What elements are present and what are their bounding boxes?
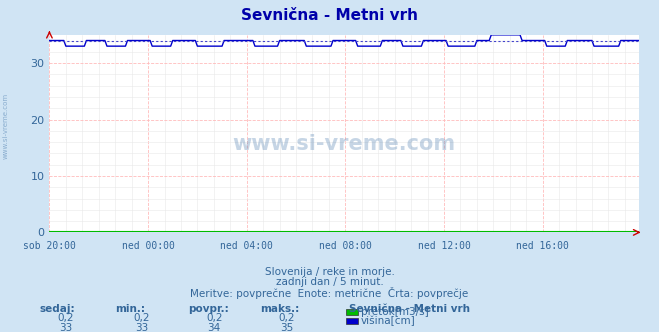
Text: 35: 35: [280, 323, 293, 332]
Text: maks.:: maks.:: [260, 304, 300, 314]
Text: Sevnična - Metni vrh: Sevnična - Metni vrh: [349, 304, 471, 314]
Text: 0,2: 0,2: [206, 313, 223, 323]
Text: sob 20:00: sob 20:00: [23, 241, 76, 251]
Text: 0,2: 0,2: [57, 313, 74, 323]
Text: ned 16:00: ned 16:00: [516, 241, 569, 251]
Text: ned 08:00: ned 08:00: [319, 241, 372, 251]
Text: ned 12:00: ned 12:00: [418, 241, 471, 251]
Text: povpr.:: povpr.:: [188, 304, 229, 314]
Text: 34: 34: [208, 323, 221, 332]
Text: zadnji dan / 5 minut.: zadnji dan / 5 minut.: [275, 277, 384, 287]
Text: 33: 33: [59, 323, 72, 332]
Text: 33: 33: [135, 323, 148, 332]
Text: 0,2: 0,2: [278, 313, 295, 323]
Text: www.si-vreme.com: www.si-vreme.com: [2, 93, 9, 159]
Text: ned 00:00: ned 00:00: [122, 241, 175, 251]
Text: 0,2: 0,2: [133, 313, 150, 323]
Text: Meritve: povprečne  Enote: metrične  Črta: povprečje: Meritve: povprečne Enote: metrične Črta:…: [190, 287, 469, 299]
Text: ned 04:00: ned 04:00: [220, 241, 273, 251]
Text: www.si-vreme.com: www.si-vreme.com: [233, 133, 456, 153]
Text: višina[cm]: višina[cm]: [361, 316, 416, 327]
Text: pretok[m3/s]: pretok[m3/s]: [361, 307, 429, 317]
Text: Slovenija / reke in morje.: Slovenija / reke in morje.: [264, 267, 395, 277]
Text: sedaj:: sedaj:: [40, 304, 75, 314]
Text: Sevnična - Metni vrh: Sevnična - Metni vrh: [241, 8, 418, 23]
Text: min.:: min.:: [115, 304, 146, 314]
